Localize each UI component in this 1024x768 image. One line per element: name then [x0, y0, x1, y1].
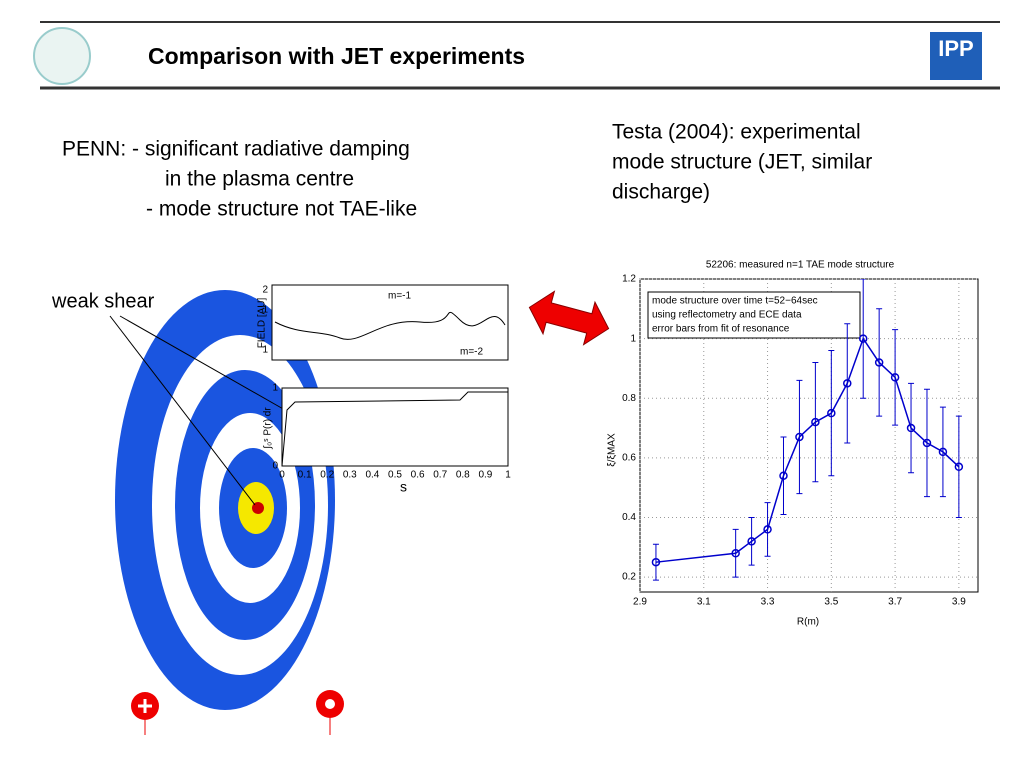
error-bar: [923, 388, 930, 498]
right-text: Testa (2004): experimental: [612, 121, 861, 144]
error-bar: [908, 382, 915, 474]
y-label: ξ/ξMAX: [607, 433, 618, 467]
marker: [811, 417, 820, 427]
top-ytick: 1: [262, 305, 268, 316]
bottom-ytick: 0: [272, 461, 278, 472]
mode-label: m=-2: [460, 347, 484, 358]
marker: [954, 462, 964, 472]
error-bar: [939, 406, 946, 498]
chart-title: 52206: measured n=1 TAE mode structure: [706, 260, 895, 271]
error-bar: [860, 279, 867, 399]
double-arrow: [528, 290, 610, 346]
left-text: in the plasma centre: [165, 168, 354, 191]
x-tick-label: 3.3: [761, 597, 775, 608]
left-text: - mode structure not TAE-like: [146, 198, 417, 221]
plus-sign: [138, 699, 152, 713]
marker: [747, 537, 756, 546]
error-bar: [892, 329, 899, 426]
x-tick-label: 3.9: [952, 597, 966, 608]
marker: [922, 438, 932, 448]
marker: [906, 423, 916, 433]
weak-shear: weak shear: [51, 290, 155, 312]
ipp-logo-text: IPP: [938, 36, 973, 61]
power-curve: [281, 391, 508, 467]
y-tick-label: 0.4: [622, 512, 636, 523]
error-bar: [764, 502, 771, 557]
error-bar: [796, 379, 803, 495]
top-panel: [271, 284, 509, 361]
left-text: PENN: - significant radiative damping: [62, 138, 410, 161]
y-tick-label: 1.2: [622, 274, 636, 285]
annotation: mode structure over time t=52−64sec: [652, 296, 818, 307]
dot-sign: [325, 699, 335, 709]
bottom-xtick: 0.6: [411, 470, 425, 481]
x-tick-label: 3.1: [697, 597, 711, 608]
bottom-xtick: 0.2: [320, 470, 334, 481]
marker: [858, 334, 868, 343]
error-bar: [844, 323, 851, 444]
bottom-xtick: 0.4: [365, 470, 379, 481]
marker: [827, 408, 836, 418]
pointer: [109, 315, 256, 506]
mode-label: m=-1: [388, 291, 412, 302]
marker: [779, 471, 788, 480]
x-tick-label: 3.7: [888, 597, 902, 608]
y-tick-label: 1: [630, 333, 636, 344]
error-bar: [955, 415, 962, 518]
marker: [890, 373, 900, 382]
error-bar: [732, 528, 739, 578]
series-line: [655, 336, 960, 563]
top-ylabel: FIELD [AU]: [257, 298, 268, 349]
bottom-xtick: 0.8: [456, 470, 470, 481]
x-tick-label: 3.5: [824, 597, 838, 608]
bottom-xtick: 0.3: [343, 470, 357, 481]
y-tick-label: 0.2: [622, 572, 636, 583]
error-bar: [876, 308, 883, 417]
marker: [731, 548, 740, 558]
marker: [843, 379, 852, 388]
right-text: discharge): [612, 181, 710, 204]
error-bar: [652, 543, 659, 581]
marker: [763, 525, 772, 534]
y-tick-label: 0.6: [622, 452, 636, 463]
top-ytick: 2: [262, 285, 268, 296]
marker: [874, 358, 884, 367]
bottom-ytick: 1: [272, 383, 278, 394]
marker: [795, 432, 804, 442]
annotation: error bars from fit of resonance: [652, 324, 790, 335]
title: Comparison with JET experiments: [148, 43, 525, 69]
series: [651, 279, 964, 581]
bottom-xtick: 0.5: [388, 470, 402, 481]
x-label: R(m): [797, 617, 819, 628]
bottom-xtick: 0.9: [478, 470, 492, 481]
field-curve: [274, 311, 506, 340]
bottom-ylabel: ∫₀ˢ P(r) dr: [263, 407, 274, 450]
bottom-xtick: 1: [505, 470, 511, 481]
error-bar: [780, 436, 787, 515]
bottom-xtick: 0: [279, 470, 285, 481]
bottom-xlabel: s: [400, 479, 407, 495]
bottom-panel: [281, 387, 509, 467]
y-tick-label: 0.8: [622, 393, 636, 404]
marker: [938, 447, 948, 457]
top-ytick: 1: [262, 345, 268, 356]
annotation-box: [647, 291, 861, 339]
bottom-xticks: 0 0.1 0.2 0.3 0.4 0.5 0.6 0.7 0.8 0.9 1: [279, 470, 511, 481]
error-bar: [812, 361, 819, 483]
marker: [651, 557, 661, 567]
error-bar: [748, 516, 755, 566]
annotation: using reflectometry and ECE data: [652, 310, 802, 321]
right-text: mode structure (JET, similar: [612, 151, 872, 174]
bottom-xtick: 0.7: [433, 470, 447, 481]
ipp-logo: [930, 32, 982, 80]
error-bar: [828, 350, 835, 477]
x-tick-label: 2.9: [633, 597, 647, 608]
pointer: [119, 315, 286, 411]
logo: [33, 27, 91, 85]
bottom-xtick: 0.1: [298, 470, 312, 481]
